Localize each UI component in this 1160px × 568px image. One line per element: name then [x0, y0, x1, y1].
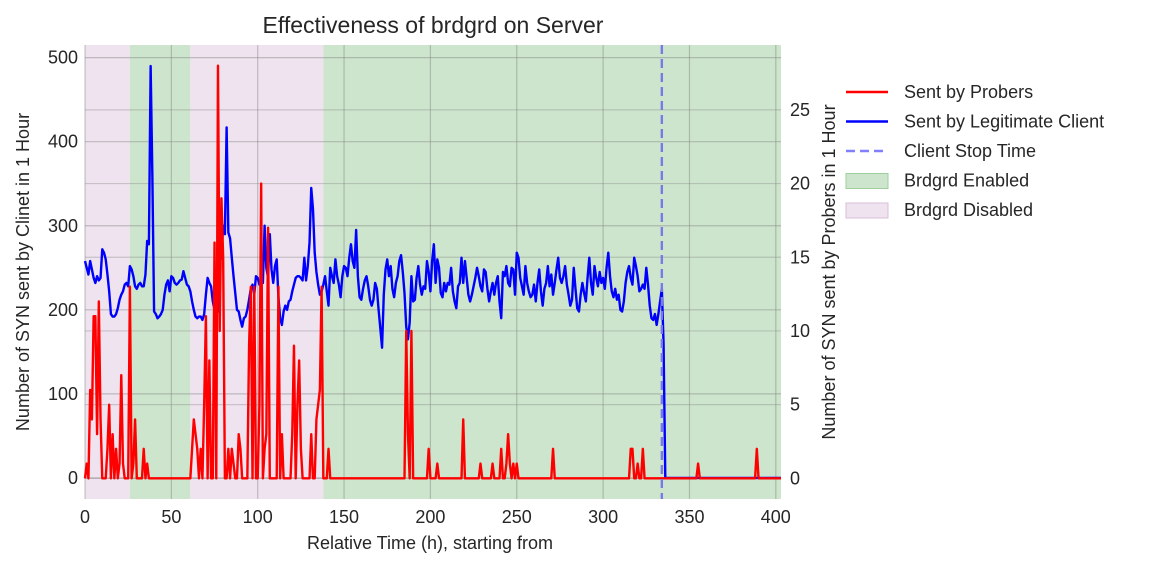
legend-label: Sent by Legitimate Client: [904, 112, 1104, 132]
y-tick-label-left: 300: [48, 216, 78, 236]
x-tick-label: 200: [415, 507, 445, 527]
x-tick-label: 300: [588, 507, 618, 527]
y-tick-label-right: 5: [790, 395, 800, 415]
legend-label: Sent by Probers: [904, 82, 1033, 102]
series-probers: [83, 64, 781, 480]
x-tick-label: 0: [80, 507, 90, 527]
x-tick-label: 250: [502, 507, 532, 527]
region-enabled: [129, 45, 191, 499]
legend-label: Brdgrd Disabled: [904, 200, 1033, 220]
shaded-regions: [85, 45, 781, 499]
x-tick-label: 50: [161, 507, 181, 527]
legend-patch-swatch: [845, 173, 889, 189]
probers-line: [83, 64, 781, 480]
client-line: [83, 64, 781, 480]
axis-ticks: 0 50 100 150 200 250 300 350 4000100200300400500…: [48, 48, 810, 527]
y-tick-label-right: 20: [790, 174, 810, 194]
x-axis-label: Relative Time (h), starting from: [307, 533, 553, 553]
y-tick-label-left: 0: [68, 468, 78, 488]
y-tick-label-right: 25: [790, 100, 810, 120]
y-tick-label-left: 400: [48, 132, 78, 152]
legend: Sent by Probers Sent by Legitimate Client…: [845, 82, 1104, 220]
x-tick-label: 350: [674, 507, 704, 527]
x-tick-label: 150: [329, 507, 359, 527]
y-tick-label-left: 500: [48, 48, 78, 68]
y-tick-label-right: 0: [790, 468, 800, 488]
y-axis-label-right: Number of SYN sent by Probers in 1 Hour: [819, 104, 839, 439]
x-tick-label: 100: [243, 507, 273, 527]
series-client: [83, 64, 781, 480]
y-tick-label-right: 15: [790, 247, 810, 267]
chart-title: Effectiveness of brdgrd on Server: [263, 12, 604, 38]
y-tick-label-right: 10: [790, 321, 810, 341]
y-tick-label-left: 100: [48, 384, 78, 404]
region-enabled: [323, 45, 781, 499]
legend-label: Client Stop Time: [904, 141, 1036, 161]
y-axis-label-left: Number of SYN sent by Clinet in 1 Hour: [13, 113, 33, 431]
y-tick-label-left: 200: [48, 300, 78, 320]
legend-patch-swatch: [845, 202, 889, 219]
legend-label: Brdgrd Enabled: [904, 171, 1029, 191]
x-tick-label: 400: [761, 507, 791, 527]
